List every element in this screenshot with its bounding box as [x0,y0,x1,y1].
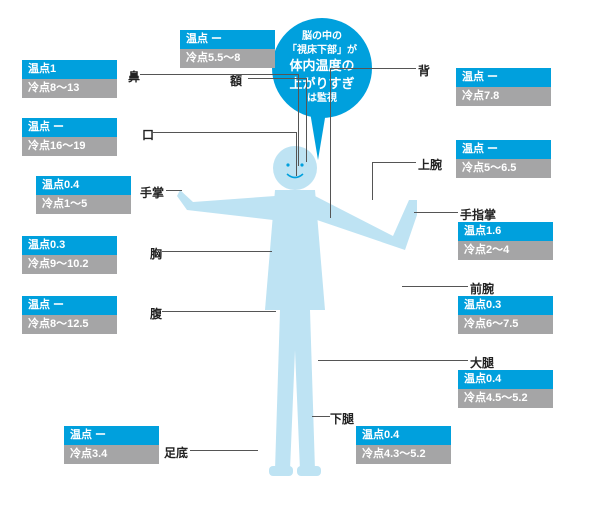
part-label-chest: 胸 [150,245,162,262]
callout-line2: 「視床下部」が [278,44,366,58]
databox-sole: 温点 ー冷点3.4 [64,426,159,464]
databox-thigh: 温点0.4冷点4.5～5.2 [458,370,553,408]
leader-line [152,132,296,133]
part-label-back: 背 [418,62,430,79]
leader-drop [330,68,331,218]
part-label-upperarm: 上腕 [418,156,442,173]
databox-mouth: 温点 ー冷点16～19 [22,118,117,156]
leader-line [402,286,468,287]
part-label-mouth: 口 [142,126,154,143]
warm-value: 温点1 [22,60,117,79]
databox-upperarm: 温点 ー冷点5～6.5 [456,140,551,178]
warm-value: 温点 ー [180,30,275,49]
cold-value: 冷点3.4 [64,445,159,464]
cold-value: 冷点4.3～5.2 [356,445,451,464]
part-label-sole: 足底 [164,444,188,461]
warm-value: 温点0.4 [36,176,131,195]
cold-value: 冷点2～4 [458,241,553,260]
cold-value: 冷点4.5～5.2 [458,389,553,408]
databox-forearm: 温点0.3冷点6～7.5 [458,296,553,334]
cold-value: 冷点8～13 [22,79,117,98]
databox-back: 温点 ー冷点7.8 [456,68,551,106]
warm-value: 温点 ー [456,140,551,159]
warm-value: 温点 ー [22,296,117,315]
warm-value: 温点 ー [456,68,551,87]
leader-drop [298,74,299,166]
leader-line [162,311,276,312]
cold-value: 冷点16～19 [22,137,117,156]
warm-value: 温点0.4 [458,370,553,389]
callout-line1: 脳の中の [278,30,366,44]
leader-line [190,450,258,451]
leader-line [140,74,298,75]
part-label-thigh: 大腿 [470,354,494,371]
warm-value: 温点0.3 [22,236,117,255]
warm-value: 温点1.6 [458,222,553,241]
leader-drop [306,78,307,162]
part-label-forearm: 前腕 [470,280,494,297]
databox-finger: 温点1.6冷点2～4 [458,222,553,260]
cold-value: 冷点1～5 [36,195,131,214]
part-label-abdomen: 腹 [150,305,162,322]
databox-palm: 温点0.4冷点1～5 [36,176,131,214]
databox-abdomen: 温点 ー冷点8～12.5 [22,296,117,334]
warm-value: 温点0.3 [458,296,553,315]
part-label-finger: 手指掌 [460,206,496,223]
databox-chest: 温点0.3冷点9～10.2 [22,236,117,274]
part-label-nose: 鼻 [128,68,140,85]
leader-line [414,212,458,213]
databox-lowerleg: 温点0.4冷点4.3～5.2 [356,426,451,464]
leader-drop [296,132,297,176]
databox-nose: 温点1冷点8～13 [22,60,117,98]
cold-value: 冷点6～7.5 [458,315,553,334]
warm-value: 温点0.4 [356,426,451,445]
leader-drop [372,162,373,200]
leader-line [166,190,182,191]
databox-forehead: 温点 ー冷点5.5～8 [180,30,275,68]
warm-value: 温点 ー [64,426,159,445]
callout-line5: は監視 [278,92,366,106]
cold-value: 冷点5.5～8 [180,49,275,68]
callout-line3: 体内温度の [278,57,366,75]
part-label-lowerleg: 下腿 [330,410,354,427]
warm-value: 温点 ー [22,118,117,137]
leader-line [330,68,416,69]
cold-value: 冷点5～6.5 [456,159,551,178]
leader-line [162,251,272,252]
leader-line [318,360,468,361]
leader-line [312,416,330,417]
cold-value: 冷点7.8 [456,87,551,106]
callout-tail [310,112,326,160]
cold-value: 冷点9～10.2 [22,255,117,274]
cold-value: 冷点8～12.5 [22,315,117,334]
part-label-palm: 手掌 [140,184,164,201]
leader-line [372,162,416,163]
